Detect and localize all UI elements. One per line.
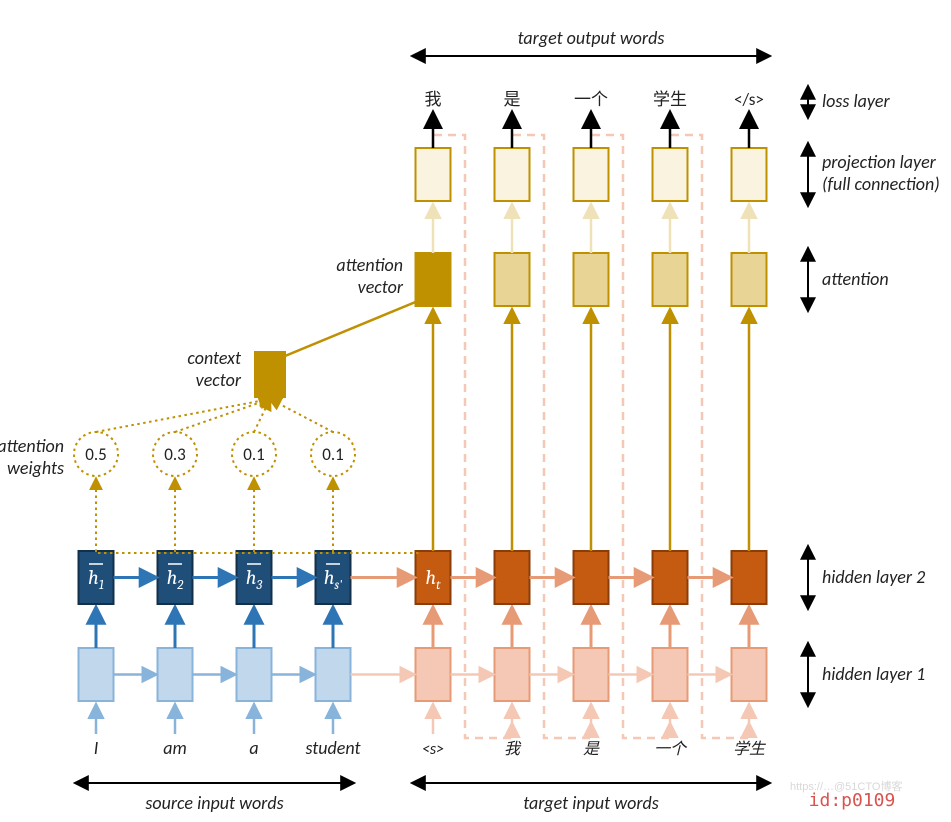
dec-h1	[653, 648, 688, 701]
dec-h2	[495, 551, 530, 604]
projection	[574, 148, 609, 201]
label-context-vector: context	[187, 347, 242, 369]
dec-h1	[574, 648, 609, 701]
attention-vector	[732, 253, 767, 306]
nmt-attention-diagram: Iamastudent<s>我是一个学生h1h2h3hs'ht0.50.30.1…	[0, 0, 951, 822]
attention-vector	[495, 253, 530, 306]
attention-vector	[574, 253, 609, 306]
enc-h1	[158, 648, 193, 701]
context-vector	[255, 352, 285, 397]
enc-h1	[316, 648, 351, 701]
label-target-output: target output words	[518, 27, 665, 49]
svg-text:0.3: 0.3	[164, 444, 186, 465]
projection	[495, 148, 530, 201]
attention-vector	[653, 253, 688, 306]
dec-h1	[416, 648, 451, 701]
target-output-word: 我	[425, 89, 442, 110]
enc-h1	[237, 648, 272, 701]
svg-text:weights: weights	[7, 457, 64, 479]
attention-vector	[416, 253, 451, 306]
svg-text:vector: vector	[358, 276, 404, 298]
source-word: student	[305, 737, 361, 759]
projection	[732, 148, 767, 201]
enc-h1	[79, 648, 114, 701]
dec-h2	[732, 551, 767, 604]
projection	[653, 148, 688, 201]
target-output-word: 是	[504, 89, 521, 110]
source-word: a	[249, 737, 258, 759]
dec-h1	[732, 648, 767, 701]
label-attention-vector: attention	[336, 254, 403, 276]
svg-text:0.1: 0.1	[322, 444, 344, 465]
label-source-input: source input words	[145, 792, 283, 814]
dec-h2	[653, 551, 688, 604]
watermark: id:p0109	[809, 790, 896, 811]
svg-text:0.1: 0.1	[243, 444, 265, 465]
target-output-word: 学生	[653, 89, 687, 110]
label-loss: loss layer	[822, 90, 890, 112]
target-input-word: 我	[504, 740, 522, 759]
source-word: am	[163, 737, 187, 759]
label-target-input: target input words	[523, 792, 659, 814]
target-input-word: <s>	[422, 740, 444, 759]
target-input-word: 一个	[654, 740, 688, 759]
target-input-word: 学生	[733, 740, 767, 759]
dec-h1	[495, 648, 530, 701]
watermark-faint: https://…@51CTO博客	[790, 779, 902, 793]
label-projection2: (full connection)	[822, 173, 940, 195]
dec-h2	[574, 551, 609, 604]
label-hidden1: hidden layer 1	[822, 663, 925, 685]
label-attention-weights: attention	[0, 435, 64, 457]
source-word: I	[94, 737, 99, 759]
target-input-word: 是	[583, 740, 600, 759]
projection	[416, 148, 451, 201]
svg-text:0.5: 0.5	[85, 444, 107, 465]
target-output-word: 一个	[574, 89, 608, 110]
svg-text:vector: vector	[196, 369, 242, 391]
target-output-word: </s>	[734, 89, 764, 110]
label-projection: projection layer	[822, 151, 937, 173]
label-hidden2: hidden layer 2	[822, 566, 925, 588]
label-attention: attention	[822, 268, 889, 290]
